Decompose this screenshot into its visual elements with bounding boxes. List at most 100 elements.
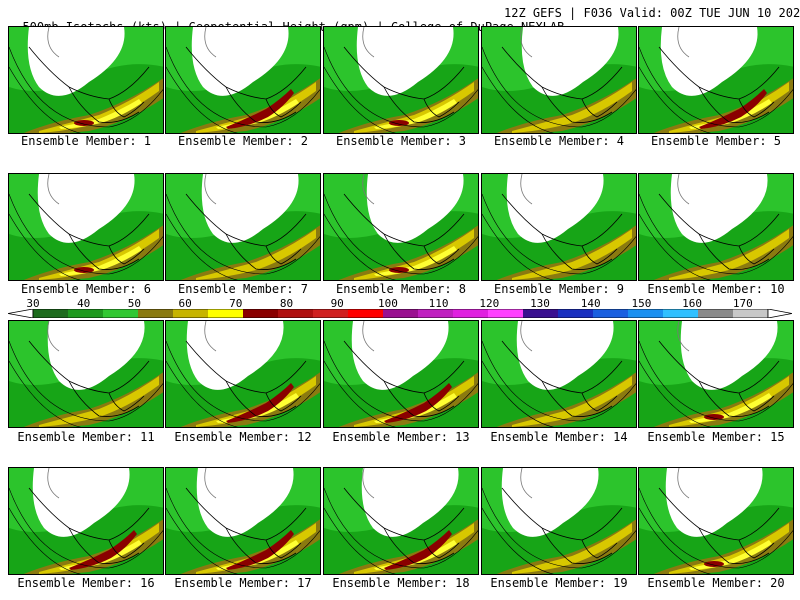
isotach-map xyxy=(482,321,636,427)
colorbar-scale xyxy=(8,309,792,318)
colorbar-tick-label: 90 xyxy=(330,297,344,310)
colorbar-tick-label: 30 xyxy=(26,297,40,310)
ensemble-panel-7 xyxy=(165,173,321,281)
isotach-map xyxy=(166,468,320,574)
colorbar-segment xyxy=(278,309,314,318)
ensemble-panel-12 xyxy=(165,320,321,428)
isotach-map xyxy=(9,27,163,133)
colorbar-segment xyxy=(698,309,734,318)
ensemble-panel-17 xyxy=(165,467,321,575)
ensemble-member-label: Ensemble Member: 20 xyxy=(647,576,785,590)
ensemble-member-label: Ensemble Member: 2 xyxy=(177,134,309,148)
isotach-map xyxy=(9,468,163,574)
ensemble-member-label: Ensemble Member: 10 xyxy=(647,282,785,296)
colorbar-segment xyxy=(243,309,279,318)
ensemble-member-label: Ensemble Member: 17 xyxy=(174,576,312,590)
isotach-map xyxy=(482,174,636,280)
ensemble-member-label: Ensemble Member: 12 xyxy=(174,430,312,444)
ensemble-panel-4 xyxy=(481,26,637,134)
isotach-map xyxy=(639,27,793,133)
isotach-map xyxy=(639,321,793,427)
ensemble-panel-11 xyxy=(8,320,164,428)
colorbar-tick-label: 80 xyxy=(279,297,294,310)
colorbar-segment xyxy=(418,309,454,318)
ensemble-member-label: Ensemble Member: 7 xyxy=(177,282,309,296)
colorbar-segment xyxy=(33,309,69,318)
ensemble-member-label: Ensemble Member: 13 xyxy=(332,430,470,444)
ensemble-panel-16 xyxy=(8,467,164,575)
isotach-map xyxy=(324,321,478,427)
colorbar-labels: 30 40 50 60 70 80 90 100 110 120 130 140 150 160 170 xyxy=(8,297,792,310)
isotach-map xyxy=(166,174,320,280)
ensemble-panel-18 xyxy=(323,467,479,575)
colorbar-segment xyxy=(663,309,699,318)
colorbar-segment xyxy=(733,309,769,318)
ensemble-panel-5 xyxy=(638,26,794,134)
ensemble-panel-19 xyxy=(481,467,637,575)
colorbar-segment xyxy=(348,309,384,318)
ensemble-member-label: Ensemble Member: 16 xyxy=(17,576,155,590)
isotach-map xyxy=(639,174,793,280)
isotach-map xyxy=(639,468,793,574)
isotach-map xyxy=(324,27,478,133)
colorbar-tick-label: 100 xyxy=(377,297,398,310)
colorbar-segment xyxy=(558,309,594,318)
ensemble-member-label: Ensemble Member: 9 xyxy=(493,282,625,296)
isotach-map xyxy=(324,468,478,574)
isotach-map xyxy=(482,468,636,574)
ensemble-member-label: Ensemble Member: 14 xyxy=(490,430,628,444)
ensemble-member-label: Ensemble Member: 15 xyxy=(647,430,785,444)
colorbar-segment xyxy=(68,309,104,318)
ensemble-panel-13 xyxy=(323,320,479,428)
colorbar-tick-label: 40 xyxy=(77,297,91,310)
colorbar-segment xyxy=(313,309,349,318)
isotach-map xyxy=(166,321,320,427)
colorbar-tick-label: 120 xyxy=(479,297,500,310)
colorbar-segment xyxy=(488,309,524,318)
colorbar-tick-label: 160 xyxy=(682,297,703,310)
colorbar-segment xyxy=(138,309,174,318)
colorbar-tick-label: 50 xyxy=(127,297,142,310)
ensemble-member-label: Ensemble Member: 19 xyxy=(490,576,628,590)
ensemble-panel-8 xyxy=(323,173,479,281)
ensemble-panel-9 xyxy=(481,173,637,281)
ensemble-panel-6 xyxy=(8,173,164,281)
colorbar-tick-label: 140 xyxy=(580,297,601,310)
colorbar-tick-label: 150 xyxy=(631,297,652,310)
ensemble-panel-14 xyxy=(481,320,637,428)
colorbar-segment xyxy=(628,309,664,318)
ensemble-panel-10 xyxy=(638,173,794,281)
ensemble-member-label: Ensemble Member: 11 xyxy=(17,430,155,444)
colorbar-tick-label: 70 xyxy=(229,297,243,310)
colorbar-tick-label: 110 xyxy=(428,297,449,310)
colorbar-segment xyxy=(383,309,419,318)
ensemble-member-label: Ensemble Member: 6 xyxy=(20,282,152,296)
colorbar-segment xyxy=(523,309,559,318)
isotach-map xyxy=(9,174,163,280)
ensemble-member-label: Ensemble Member: 1 xyxy=(20,134,152,148)
colorbar-segment xyxy=(208,309,244,318)
isotach-map xyxy=(9,321,163,427)
isotach-map xyxy=(482,27,636,133)
isotach-map xyxy=(324,174,478,280)
colorbar-tick-label: 130 xyxy=(530,297,550,310)
ensemble-member-label: Ensemble Member: 3 xyxy=(335,134,467,148)
ensemble-panel-15 xyxy=(638,320,794,428)
colorbar-tick-label: 60 xyxy=(178,297,192,310)
ensemble-panel-2 xyxy=(165,26,321,134)
ensemble-member-label: Ensemble Member: 18 xyxy=(332,576,470,590)
title-right: 12Z GEFS | F036 Valid: 00Z TUE JUN 10 20… xyxy=(504,6,800,20)
ensemble-member-label: Ensemble Member: 8 xyxy=(335,282,467,296)
colorbar-segment xyxy=(453,309,489,318)
ensemble-panel-1 xyxy=(8,26,164,134)
colorbar-segment xyxy=(103,309,139,318)
ensemble-member-label: Ensemble Member: 4 xyxy=(493,134,625,148)
ensemble-panel-3 xyxy=(323,26,479,134)
ensemble-panel-20 xyxy=(638,467,794,575)
isotach-map xyxy=(166,27,320,133)
colorbar-tick-label: 170 xyxy=(732,297,753,310)
colorbar-segment xyxy=(173,309,209,318)
colorbar-segment xyxy=(593,309,629,318)
ensemble-member-label: Ensemble Member: 5 xyxy=(650,134,782,148)
